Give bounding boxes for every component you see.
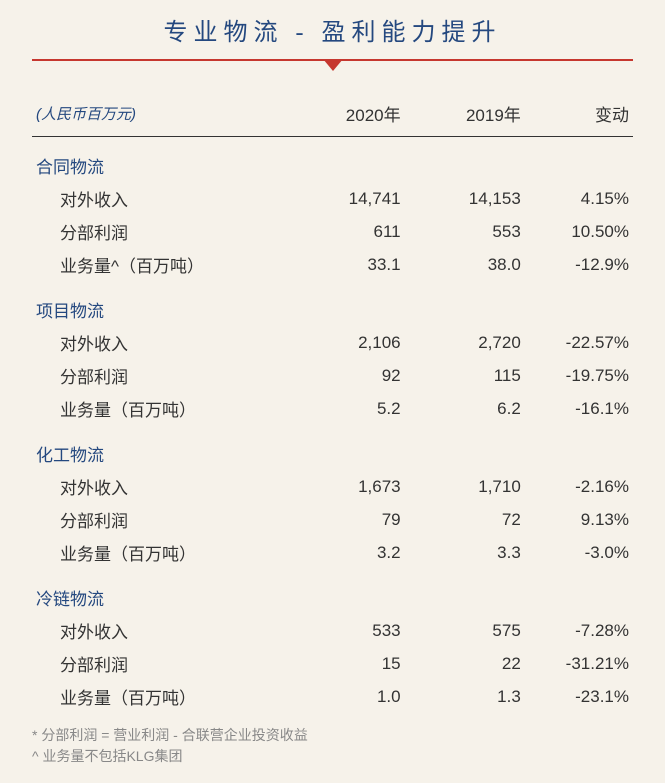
section-name: 化工物流 — [32, 425, 633, 470]
row-label: 业务量（百万吨） — [32, 536, 284, 569]
row-value: 1,710 — [405, 470, 525, 503]
row-value: 3.2 — [284, 536, 404, 569]
table-header-row: (人民币百万元) 2020年 2019年 变动 — [32, 95, 633, 137]
table-row: 分部利润92115-19.75% — [32, 359, 633, 392]
row-value: 1.3 — [405, 680, 525, 713]
row-label: 业务量（百万吨） — [32, 392, 284, 425]
row-value: 5.2 — [284, 392, 404, 425]
section-row: 冷链物流 — [32, 569, 633, 614]
row-value: 33.1 — [284, 248, 404, 281]
row-label: 对外收入 — [32, 326, 284, 359]
section-name: 合同物流 — [32, 137, 633, 183]
row-value: -3.0% — [525, 536, 633, 569]
col-2020: 2020年 — [284, 95, 404, 137]
down-triangle-icon — [323, 59, 343, 71]
row-value: -2.16% — [525, 470, 633, 503]
row-label: 业务量^（百万吨） — [32, 248, 284, 281]
table-row: 业务量（百万吨）5.26.2-16.1% — [32, 392, 633, 425]
row-value: 533 — [284, 614, 404, 647]
row-value: -12.9% — [525, 248, 633, 281]
row-label: 分部利润 — [32, 215, 284, 248]
row-value: 22 — [405, 647, 525, 680]
row-value: 14,741 — [284, 182, 404, 215]
row-value: 9.13% — [525, 503, 633, 536]
row-label: 对外收入 — [32, 182, 284, 215]
financial-table: (人民币百万元) 2020年 2019年 变动 合同物流对外收入14,74114… — [32, 95, 633, 713]
row-value: -19.75% — [525, 359, 633, 392]
row-value: -23.1% — [525, 680, 633, 713]
section-row: 化工物流 — [32, 425, 633, 470]
row-value: 3.3 — [405, 536, 525, 569]
row-value: 553 — [405, 215, 525, 248]
row-value: 1,673 — [284, 470, 404, 503]
page-title: 专业物流 - 盈利能力提升 — [32, 12, 633, 55]
col-unit: (人民币百万元) — [32, 95, 284, 137]
row-value: 92 — [284, 359, 404, 392]
table-row: 对外收入14,74114,1534.15% — [32, 182, 633, 215]
row-value: -22.57% — [525, 326, 633, 359]
section-name: 冷链物流 — [32, 569, 633, 614]
footnote-1: * 分部利润 = 营业利润 - 合联营企业投资收益 — [32, 725, 633, 746]
row-label: 对外收入 — [32, 470, 284, 503]
row-value: 4.15% — [525, 182, 633, 215]
row-value: 2,720 — [405, 326, 525, 359]
table-row: 业务量（百万吨）3.23.3-3.0% — [32, 536, 633, 569]
title-rule — [32, 55, 633, 73]
row-value: 575 — [405, 614, 525, 647]
col-change: 变动 — [525, 95, 633, 137]
table-row: 对外收入2,1062,720-22.57% — [32, 326, 633, 359]
row-value: 72 — [405, 503, 525, 536]
section-row: 项目物流 — [32, 281, 633, 326]
row-value: 79 — [284, 503, 404, 536]
row-value: 115 — [405, 359, 525, 392]
row-value: -7.28% — [525, 614, 633, 647]
row-value: 1.0 — [284, 680, 404, 713]
row-label: 分部利润 — [32, 647, 284, 680]
row-value: 611 — [284, 215, 404, 248]
col-2019: 2019年 — [405, 95, 525, 137]
row-label: 分部利润 — [32, 359, 284, 392]
table-body: 合同物流对外收入14,74114,1534.15%分部利润61155310.50… — [32, 137, 633, 714]
table-row: 对外收入533575-7.28% — [32, 614, 633, 647]
section-name: 项目物流 — [32, 281, 633, 326]
row-value: -16.1% — [525, 392, 633, 425]
table-row: 对外收入1,6731,710-2.16% — [32, 470, 633, 503]
page: 专业物流 - 盈利能力提升 (人民币百万元) 2020年 2019年 变动 合同… — [0, 0, 665, 783]
section-row: 合同物流 — [32, 137, 633, 183]
row-label: 对外收入 — [32, 614, 284, 647]
row-value: 10.50% — [525, 215, 633, 248]
row-value: 14,153 — [405, 182, 525, 215]
table-row: 业务量^（百万吨）33.138.0-12.9% — [32, 248, 633, 281]
table-row: 分部利润61155310.50% — [32, 215, 633, 248]
row-value: 2,106 — [284, 326, 404, 359]
row-value: -31.21% — [525, 647, 633, 680]
table-row: 业务量（百万吨）1.01.3-23.1% — [32, 680, 633, 713]
row-label: 业务量（百万吨） — [32, 680, 284, 713]
row-value: 15 — [284, 647, 404, 680]
table-row: 分部利润79729.13% — [32, 503, 633, 536]
row-value: 6.2 — [405, 392, 525, 425]
row-value: 38.0 — [405, 248, 525, 281]
row-label: 分部利润 — [32, 503, 284, 536]
table-row: 分部利润1522-31.21% — [32, 647, 633, 680]
footnotes: * 分部利润 = 营业利润 - 合联营企业投资收益 ^ 业务量不包括KLG集团 — [32, 725, 633, 767]
